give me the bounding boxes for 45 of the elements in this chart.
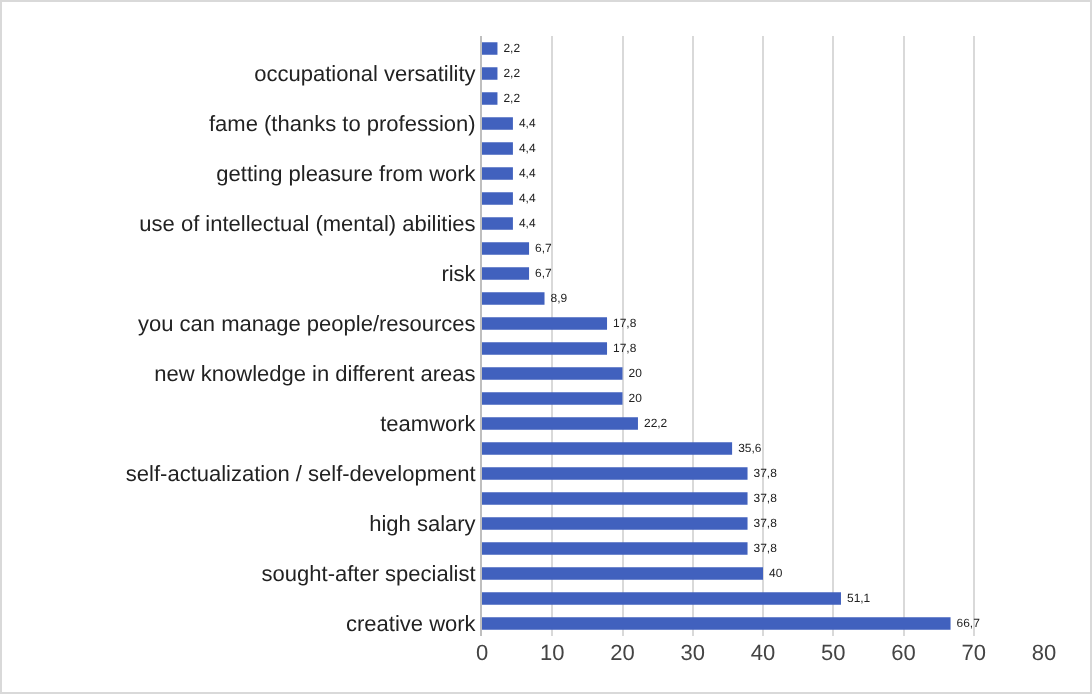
bar: [482, 117, 513, 130]
y-tick-label: self-actualization / self-development: [125, 463, 476, 488]
bar: [482, 342, 608, 355]
bar: [482, 242, 530, 255]
y-tick-label: sought-after specialist: [261, 563, 476, 588]
x-tick-label: 60: [891, 642, 916, 666]
bar: [482, 67, 498, 80]
bar: [482, 192, 513, 205]
bar: [482, 92, 498, 105]
y-tick-label: high salary: [369, 513, 477, 538]
y-tick-label: fame (thanks to profession): [209, 113, 476, 138]
y-tick-label: getting pleasure from work: [216, 163, 477, 188]
bar: [482, 517, 748, 530]
bar: [482, 367, 623, 380]
bar: [482, 292, 545, 305]
bar: [482, 42, 498, 55]
bar: [482, 267, 530, 280]
x-tick-label: 40: [750, 642, 776, 666]
y-tick-label: new knowledge in different areas: [154, 363, 477, 388]
bar: [482, 492, 748, 505]
y-tick-label: use of intellectual (mental) abilities: [139, 213, 477, 238]
y-tick-label: occupational versatility: [254, 63, 477, 88]
bar: [482, 542, 748, 555]
x-tick-label: 0: [475, 642, 489, 666]
x-tick-label: 30: [680, 642, 706, 666]
bar: [482, 317, 608, 330]
bar: [482, 467, 748, 480]
y-tick-label: creative work: [346, 613, 477, 638]
x-tick-label: 70: [961, 642, 987, 666]
x-tick-label: 80: [1031, 642, 1057, 666]
y-tick-label: risk: [441, 263, 477, 288]
bar: [482, 167, 513, 180]
bar: [482, 417, 638, 430]
bar: [482, 592, 841, 605]
bar: [482, 442, 733, 455]
y-tick-label: you can manage people/resources: [138, 313, 477, 338]
x-tick-label: 20: [610, 642, 635, 666]
y-tick-label: teamwork: [380, 413, 477, 438]
bar: [482, 217, 513, 230]
bar: [482, 392, 623, 405]
x-tick-label: 50: [821, 642, 846, 666]
x-tick-label: 10: [540, 642, 565, 666]
bar: [482, 567, 763, 580]
bar: [482, 142, 513, 155]
bar: [482, 617, 951, 630]
